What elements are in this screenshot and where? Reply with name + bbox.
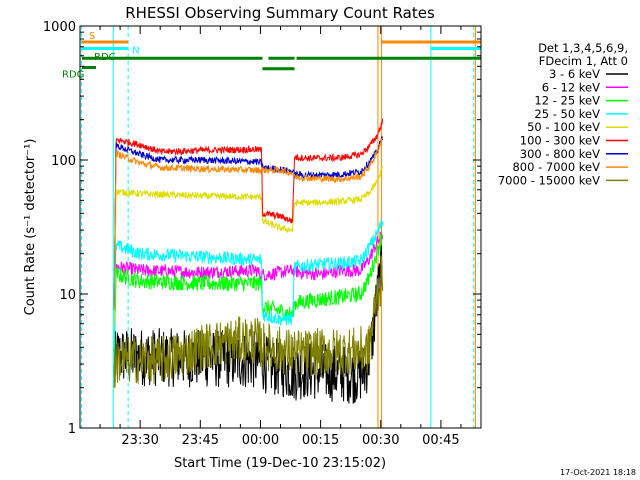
- series-line: [113, 165, 384, 326]
- y-tick-label: 1000: [43, 20, 76, 35]
- legend-entry: 7000 - 15000 keV: [498, 173, 600, 187]
- legend-entry: 12 - 25 keV: [534, 94, 600, 108]
- legend-entry: 100 - 300 keV: [520, 134, 600, 148]
- x-tick-label: 00:30: [362, 433, 399, 448]
- legend-entry: 6 - 12 keV: [542, 80, 600, 94]
- series-line: [113, 255, 384, 388]
- legend-header: FDecim 1, Att 0: [539, 54, 628, 68]
- legend: Det 1,3,4,5,6,9,FDecim 1, Att 03 - 6 keV…: [498, 41, 628, 187]
- y-axis-label: Count Rate (s⁻¹ detector⁻¹): [23, 139, 38, 316]
- series-line: [113, 118, 384, 307]
- flag-label: S: [89, 31, 95, 42]
- legend-entry: 50 - 100 keV: [527, 120, 600, 134]
- legend-entry: 800 - 7000 keV: [512, 160, 600, 174]
- x-tick-label: 00:00: [242, 433, 279, 448]
- y-tick-label: 100: [51, 154, 76, 169]
- legend-entry: 25 - 50 keV: [534, 107, 600, 121]
- x-axis-label: Start Time (19-Dec-10 23:15:02): [174, 456, 386, 471]
- flag-bars: S N RDC RDG: [62, 31, 481, 81]
- legend-entry: 300 - 800 keV: [520, 147, 600, 161]
- timestamp: 17-Oct-2021 18:18: [560, 468, 636, 477]
- series-line: [113, 233, 384, 370]
- x-tick-label: 23:30: [121, 433, 158, 448]
- x-tick-label: 00:15: [302, 433, 339, 448]
- series-group: [113, 118, 384, 404]
- legend-header: Det 1,3,4,5,6,9,: [538, 41, 628, 55]
- flag-label: RDG: [62, 70, 84, 81]
- series-line: [113, 137, 383, 311]
- x-tick-label: 00:45: [422, 433, 459, 448]
- flag-label: N: [132, 45, 139, 56]
- series-line: [113, 136, 384, 310]
- y-tick-label: 1: [68, 422, 76, 437]
- legend-entry: 3 - 6 keV: [549, 67, 600, 81]
- x-tick-label: 23:45: [182, 433, 219, 448]
- y-tick-label: 10: [59, 288, 76, 303]
- axes: 1 10 100 1000 23:30 23:45 00:00 00:15 00:30 00:45: [43, 20, 482, 448]
- flag-label: RDC: [94, 52, 116, 63]
- series-line: [113, 219, 384, 349]
- series-line: [113, 231, 384, 352]
- chart-title: RHESSI Observing Summary Count Rates: [125, 4, 435, 22]
